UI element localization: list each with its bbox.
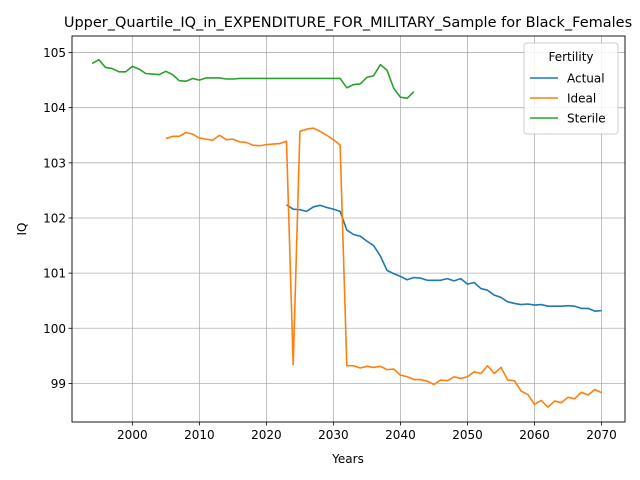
y-tick-label: 101	[43, 267, 66, 281]
series-line-sterile	[91, 58, 415, 100]
x-tick-label: 2010	[184, 428, 215, 442]
y-tick-label: 100	[43, 322, 66, 336]
y-axis-label: IQ	[15, 223, 29, 236]
series-line-actual	[286, 204, 602, 312]
x-tick-label: 2070	[586, 428, 617, 442]
x-tick-label: 2060	[519, 428, 550, 442]
legend-label-ideal: Ideal	[567, 92, 596, 106]
x-axis-ticks: 2000 2010 2020 2030 2040 2050 2060 2070	[117, 422, 617, 442]
legend: Fertility Actual Ideal Sterile	[523, 42, 619, 135]
x-tick-label: 2030	[318, 428, 349, 442]
plot-frame	[71, 35, 626, 423]
y-tick-label: 104	[43, 101, 66, 115]
legend-label-sterile: Sterile	[567, 112, 606, 126]
legend-title: Fertility	[548, 50, 593, 64]
y-tick-label: 105	[43, 46, 66, 60]
x-tick-label: 2040	[385, 428, 416, 442]
y-tick-label: 102	[43, 211, 66, 225]
series-layer	[91, 58, 602, 408]
x-tick-label: 2050	[452, 428, 483, 442]
legend-label-actual: Actual	[567, 72, 605, 86]
x-axis-label: Years	[331, 452, 364, 466]
legend-box	[523, 42, 619, 135]
series-line-ideal	[165, 127, 602, 408]
y-tick-label: 103	[43, 156, 66, 170]
legend-entries: Actual Ideal Sterile	[530, 72, 606, 126]
y-tick-label: 99	[51, 377, 66, 391]
x-tick-label: 2000	[117, 428, 148, 442]
x-tick-label: 2020	[251, 428, 282, 442]
y-axis-ticks: 99 100 101 102 103 104 105	[43, 46, 72, 391]
chart-title: Upper_Quartile_IQ_in_EXPENDITURE_FOR_MIL…	[64, 15, 632, 31]
